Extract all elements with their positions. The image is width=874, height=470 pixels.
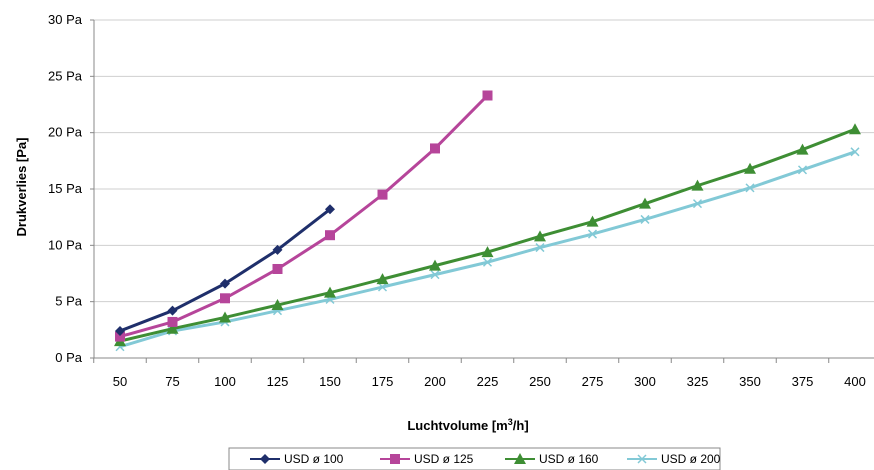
x-tick-label: 375 bbox=[792, 374, 814, 389]
data-point-x bbox=[850, 147, 860, 157]
data-point-x bbox=[797, 165, 808, 175]
data-point-diamond bbox=[272, 244, 283, 255]
data-point-x-stroke bbox=[850, 147, 860, 157]
legend-item: USD ø 160 bbox=[505, 452, 599, 466]
x-tick-label: 300 bbox=[634, 374, 656, 389]
data-point-x-stroke bbox=[482, 257, 493, 267]
data-point-x bbox=[377, 282, 388, 292]
series-line bbox=[119, 127, 856, 343]
x-tick-label: 125 bbox=[267, 374, 289, 389]
x-tick-label: 250 bbox=[529, 374, 551, 389]
data-point-x bbox=[637, 454, 647, 464]
data-point-triangle bbox=[534, 230, 546, 242]
data-point-triangle bbox=[586, 215, 599, 227]
legend-box bbox=[228, 447, 721, 470]
y-tick-label: 30 Pa bbox=[48, 12, 83, 27]
data-point-square bbox=[220, 293, 230, 304]
data-point-square bbox=[325, 230, 335, 241]
data-point-square bbox=[390, 454, 400, 464]
series-layer bbox=[114, 90, 861, 352]
data-point-diamond bbox=[115, 325, 125, 336]
data-point-square bbox=[167, 316, 178, 327]
series-2 bbox=[114, 123, 861, 347]
data-point-x-stroke bbox=[535, 243, 545, 253]
y-tick-label: 10 Pa bbox=[48, 237, 83, 252]
data-point-triangle bbox=[849, 123, 861, 135]
data-point-square bbox=[115, 331, 125, 342]
data-point-triangle bbox=[429, 259, 441, 271]
data-point-triangle bbox=[514, 453, 526, 464]
x-tick-label: 400 bbox=[844, 374, 866, 389]
data-point-triangle bbox=[481, 246, 494, 258]
y-tick-label: 20 Pa bbox=[48, 125, 83, 140]
data-point-x-stroke bbox=[692, 199, 703, 209]
data-point-x-stroke bbox=[640, 214, 650, 224]
legend-item: USD ø 125 bbox=[380, 452, 474, 466]
data-point-x-stroke bbox=[637, 454, 647, 464]
x-axis-title-main: Luchtvolume [m bbox=[407, 418, 507, 433]
data-point-square bbox=[377, 189, 388, 200]
legend-label: USD ø 125 bbox=[414, 452, 474, 466]
data-point-square bbox=[482, 90, 493, 101]
x-tick-label: 275 bbox=[582, 374, 604, 389]
series-1 bbox=[115, 90, 493, 342]
x-tick-label: 100 bbox=[214, 374, 236, 389]
legend-item: USD ø 100 bbox=[250, 452, 344, 466]
legend-item: USD ø 200 bbox=[627, 452, 721, 466]
data-point-triangle bbox=[691, 179, 704, 191]
x-axis: 50 75 100 125 150 175 200 225 250 275 300 325 350 375… bbox=[93, 358, 866, 389]
y-axis-title: Drukverlies [Pa] bbox=[14, 138, 29, 237]
x-tick-label: 325 bbox=[687, 374, 709, 389]
x-axis-title-end: /h] bbox=[513, 418, 529, 433]
gridlines bbox=[94, 19, 874, 359]
data-point-x-stroke bbox=[797, 165, 808, 175]
x-tick-label: 75 bbox=[165, 374, 179, 389]
series-0 bbox=[115, 204, 335, 336]
data-point-x bbox=[482, 257, 493, 267]
data-point-square bbox=[272, 263, 283, 274]
x-tick-label: 175 bbox=[372, 374, 394, 389]
y-tick-label: 0 Pa bbox=[55, 350, 83, 365]
data-point-x bbox=[692, 199, 703, 209]
y-tick-label: 15 Pa bbox=[48, 181, 83, 196]
data-point-triangle bbox=[219, 311, 231, 323]
x-tick-label: 150 bbox=[319, 374, 341, 389]
data-point-triangle bbox=[639, 197, 651, 209]
legend-label: USD ø 100 bbox=[284, 452, 344, 466]
data-point-diamond bbox=[325, 204, 335, 215]
x-tick-label: 200 bbox=[424, 374, 446, 389]
data-point-triangle bbox=[324, 286, 336, 298]
data-point-x bbox=[587, 229, 598, 239]
data-point-x-stroke bbox=[745, 183, 755, 193]
data-point-triangle bbox=[166, 322, 179, 334]
data-point-diamond bbox=[220, 278, 230, 289]
legend: USD ø 100 USD ø 125 USD ø 160 USD ø 200 bbox=[228, 447, 721, 470]
x-tick-label: 50 bbox=[113, 374, 127, 389]
data-point-triangle bbox=[744, 162, 756, 174]
data-point-diamond bbox=[260, 454, 270, 464]
data-point-x-stroke bbox=[587, 229, 598, 239]
legend-label: USD ø 200 bbox=[661, 452, 721, 466]
y-axis: 0 Pa 5 Pa 10 Pa 15 Pa 20 Pa 25 Pa 30 Pa bbox=[48, 12, 95, 365]
data-point-x-stroke bbox=[430, 270, 440, 280]
data-point-x bbox=[430, 270, 440, 280]
data-point-x bbox=[535, 243, 545, 253]
data-point-x bbox=[640, 214, 650, 224]
data-point-triangle bbox=[796, 143, 809, 155]
y-tick-label: 5 Pa bbox=[55, 294, 83, 309]
data-point-triangle bbox=[376, 273, 389, 285]
x-axis-title-superscript: 3 bbox=[508, 417, 513, 427]
x-axis-title: Luchtvolume [m3/h] bbox=[407, 417, 528, 433]
data-point-diamond bbox=[167, 305, 178, 316]
y-tick-label: 25 Pa bbox=[48, 68, 83, 83]
legend-label: USD ø 160 bbox=[539, 452, 599, 466]
series-line bbox=[119, 94, 489, 339]
data-point-x-stroke bbox=[377, 282, 388, 292]
x-tick-label: 225 bbox=[477, 374, 499, 389]
data-point-x bbox=[745, 183, 755, 193]
data-point-square bbox=[430, 143, 440, 154]
x-tick-label: 350 bbox=[739, 374, 761, 389]
data-point-triangle bbox=[271, 299, 284, 311]
